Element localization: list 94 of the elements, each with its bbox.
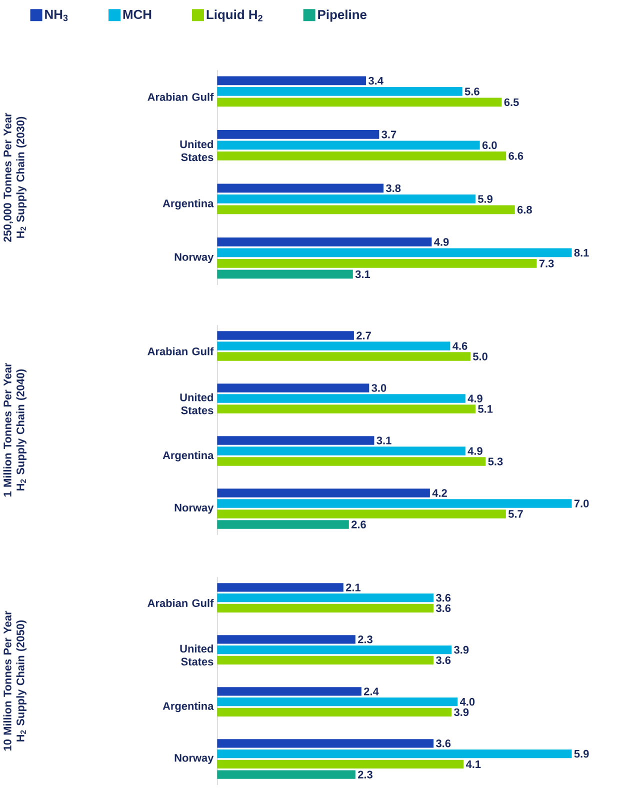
data-label: 5.9 [574,750,589,758]
y-tick-label: Arabian Gulf [147,92,214,101]
data-label: 3.8 [386,184,401,192]
data-label: 4.6 [452,342,468,350]
bar [217,499,572,508]
bar [217,238,432,246]
data-label: 6.0 [482,141,497,150]
data-label: 5.0 [472,352,488,360]
data-label: 2.4 [364,688,379,696]
bar [217,270,353,279]
y-tick-label: Norway [174,754,214,764]
bar [217,760,464,768]
data-label: 5.9 [478,195,492,203]
y-tick-label: Arabian Gulf [147,347,214,356]
data-label: 3.4 [368,76,384,85]
legend-label: MCH [123,10,152,20]
data-label: 3.9 [454,646,469,654]
data-label: 5.7 [508,510,523,518]
data-label: 2.6 [351,520,366,528]
data-label: 5.3 [488,458,503,466]
bar [217,130,380,139]
bar [217,152,506,160]
data-label: 4.9 [468,447,482,455]
bar [217,446,466,456]
data-label: 2.1 [346,584,360,592]
bar [217,259,537,268]
bar [217,384,370,392]
data-label: 7.3 [539,260,554,268]
bar [217,739,434,748]
y-tick-label: United States [180,393,214,414]
bar [217,698,458,706]
data-label: 3.6 [436,740,450,748]
legend-label: Liquid H$_{2}$ [206,10,262,22]
data-label: 3.1 [355,270,370,278]
bar [217,205,515,214]
bar [217,76,366,86]
bar [217,520,349,529]
bar [217,583,344,592]
data-label: 5.1 [478,405,493,413]
data-label: 4.0 [460,698,474,706]
data-label: 6.5 [504,98,519,106]
bar [217,404,476,414]
data-label: 4.9 [468,394,482,402]
y-tick-label: United States [180,140,214,162]
y-tick-label: Argentina [162,199,214,210]
bar [217,352,470,361]
bar [217,342,450,350]
data-label: 3.9 [454,708,469,716]
data-label: 3.1 [376,436,392,444]
legend-label: NH$_{3}$ [45,10,68,22]
y-tick-label: Norway [174,504,214,514]
bar [217,708,452,716]
bar [217,394,466,403]
bar [217,635,356,644]
data-label: 3.6 [436,594,450,602]
bar [217,750,572,758]
bar [217,87,462,96]
data-label: 5.6 [464,88,480,96]
bar [217,656,434,664]
data-label: 7.0 [574,500,589,508]
data-label: 3.6 [436,604,450,612]
bar [217,770,356,779]
data-label: 6.6 [508,152,524,160]
bar [217,457,486,466]
data-label: 4.2 [432,489,447,497]
y-tick-label: Norway [174,253,214,264]
data-label: 3.6 [436,656,450,664]
bar [217,140,480,150]
bar [217,510,506,518]
data-label: 2.3 [358,770,372,778]
y-tick-label: Arabian Gulf [147,598,214,608]
bar [217,604,434,612]
data-label: 3.7 [382,130,396,138]
bar [217,594,434,602]
y-tick-label: Argentina [162,451,214,462]
data-label: 8.1 [574,248,589,257]
data-label: 6.8 [517,206,532,214]
data-label: 3.0 [372,384,386,392]
bar [217,646,452,654]
bar [217,184,384,193]
data-label: 4.1 [466,760,481,768]
bar [217,488,430,498]
y-tick-label: United States [180,644,214,666]
bar [217,687,362,696]
bar [217,194,476,204]
bar [217,436,374,445]
legend-label: Pipeline [318,10,366,22]
bar [217,98,502,107]
data-label: 2.7 [356,332,371,340]
data-label: 4.9 [434,238,449,246]
bar [217,331,354,340]
y-tick-label: Argentina [162,702,214,712]
data-label: 2.3 [358,636,372,644]
bar [217,248,572,258]
